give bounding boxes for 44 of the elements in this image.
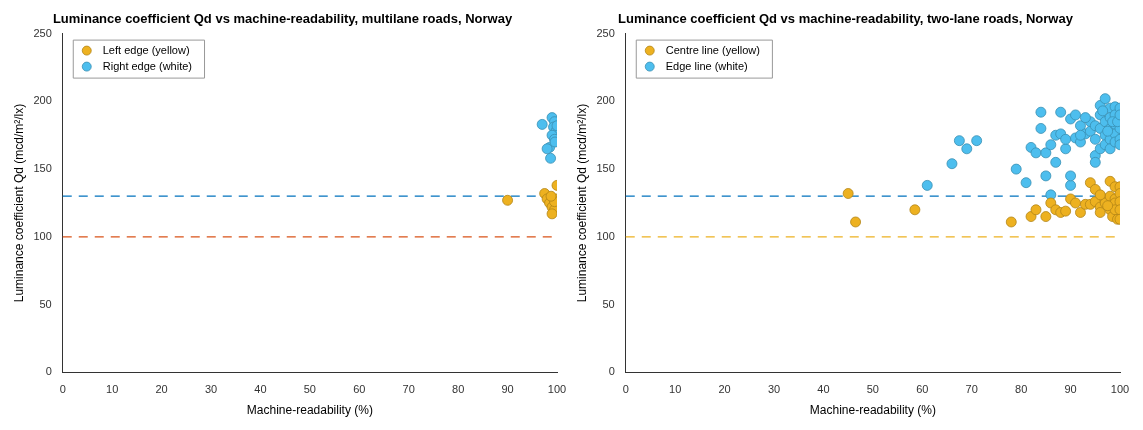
chart-title: Luminance coefficient Qd vs machine-readability, two-lane roads, Norway bbox=[618, 11, 1074, 27]
y-tick-label: 0 bbox=[608, 365, 615, 378]
legend-label: Right edge (white) bbox=[102, 59, 193, 72]
x-axis-title: Machine-readability (%) bbox=[809, 403, 936, 418]
x-tick-label: 60 bbox=[353, 383, 366, 396]
x-tick-label: 80 bbox=[452, 383, 465, 396]
x-tick-label: 100 bbox=[1110, 383, 1130, 396]
x-tick-label: 20 bbox=[155, 383, 168, 396]
x-tick-label: 0 bbox=[622, 383, 629, 396]
y-tick-label: 150 bbox=[33, 162, 52, 175]
x-tick-label: 40 bbox=[254, 383, 267, 396]
x-tick-label: 70 bbox=[965, 383, 978, 396]
y-tick-label: 50 bbox=[39, 297, 52, 310]
x-tick-label: 10 bbox=[669, 383, 682, 396]
y-tick-label: 0 bbox=[45, 365, 52, 378]
y-axis-title: Luminance coefficient Qd (mcd/m²/lx) bbox=[11, 103, 26, 303]
x-tick-label: 90 bbox=[501, 383, 514, 396]
y-tick-label: 250 bbox=[33, 26, 52, 39]
y-tick-label: 50 bbox=[602, 297, 615, 310]
y-tick-label: 200 bbox=[33, 94, 52, 107]
x-tick-label: 10 bbox=[106, 383, 119, 396]
x-tick-label: 50 bbox=[303, 383, 316, 396]
chart-title: Luminance coefficient Qd vs machine-readability, multilane roads, Norway bbox=[52, 11, 513, 27]
y-tick-label: 100 bbox=[33, 229, 52, 242]
legend-label: Left edge (yellow) bbox=[102, 43, 190, 56]
y-tick-label: 200 bbox=[596, 94, 615, 107]
x-tick-label: 80 bbox=[1015, 383, 1028, 396]
x-tick-label: 30 bbox=[767, 383, 781, 396]
x-tick-label: 20 bbox=[718, 383, 731, 396]
y-tick-label: 150 bbox=[596, 162, 615, 175]
x-tick-label: 50 bbox=[866, 383, 879, 396]
y-tick-label: 100 bbox=[596, 229, 615, 242]
legend-label: Centre line (yellow) bbox=[665, 43, 760, 56]
x-tick-label: 70 bbox=[402, 383, 415, 396]
x-tick-label: 90 bbox=[1064, 383, 1077, 396]
x-tick-label: 100 bbox=[547, 383, 567, 396]
x-axis-title: Machine-readability (%) bbox=[246, 403, 373, 418]
legend-label: Edge line (white) bbox=[665, 59, 748, 72]
x-tick-label: 0 bbox=[59, 383, 66, 396]
x-tick-label: 40 bbox=[817, 383, 830, 396]
y-axis-title: Luminance coefficient Qd (mcd/m²/lx) bbox=[574, 103, 589, 303]
x-tick-label: 30 bbox=[204, 383, 218, 396]
x-tick-label: 60 bbox=[916, 383, 929, 396]
y-tick-label: 250 bbox=[596, 26, 615, 39]
